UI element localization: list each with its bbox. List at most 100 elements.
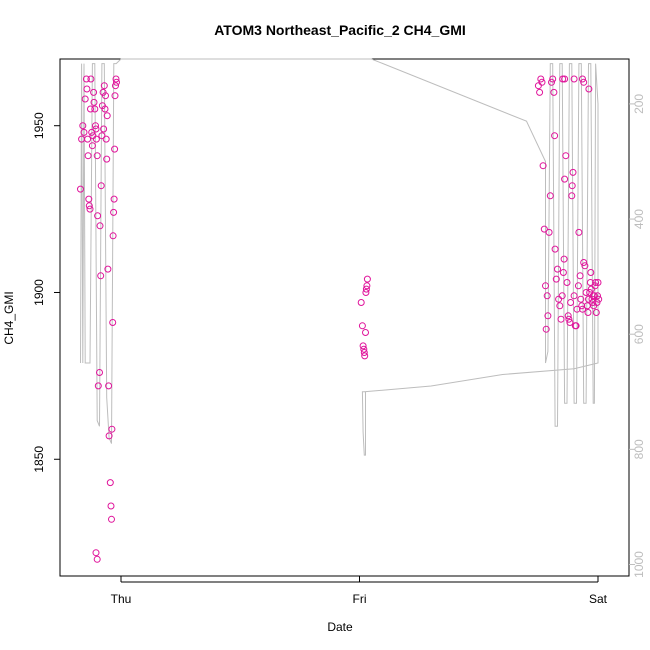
data-point xyxy=(576,272,584,280)
data-point xyxy=(112,75,120,83)
data-point xyxy=(545,228,553,236)
data-point xyxy=(568,182,576,190)
data-point xyxy=(575,228,583,236)
data-point xyxy=(585,295,592,303)
data-point xyxy=(546,192,554,200)
data-point xyxy=(579,75,586,83)
data-point xyxy=(537,75,545,83)
data-point xyxy=(568,192,576,200)
data-point xyxy=(593,299,601,306)
data-point xyxy=(108,425,116,433)
data-point xyxy=(581,262,589,270)
data-point xyxy=(109,232,117,240)
right-tick-label-2: 600 xyxy=(632,324,646,344)
data-point xyxy=(87,105,94,113)
data-point xyxy=(549,75,557,83)
data-point xyxy=(91,105,99,113)
data-point xyxy=(592,279,600,286)
data-point xyxy=(570,75,578,83)
data-point xyxy=(101,105,109,113)
data-point xyxy=(360,345,368,353)
data-point xyxy=(534,82,542,90)
data-point xyxy=(96,222,104,230)
data-point xyxy=(540,225,548,233)
y-tick-label-0: 1850 xyxy=(32,446,46,473)
data-point xyxy=(96,369,103,376)
data-point xyxy=(574,282,582,290)
data-point xyxy=(92,122,99,130)
data-point xyxy=(579,305,586,313)
data-point xyxy=(105,382,113,390)
data-point xyxy=(358,322,366,330)
right-tick-label-3: 800 xyxy=(632,439,646,459)
data-point xyxy=(565,315,573,323)
data-point xyxy=(551,132,559,140)
data-point xyxy=(584,309,592,316)
data-point xyxy=(536,88,544,96)
data-point xyxy=(559,269,567,276)
data-point xyxy=(88,128,96,136)
data-point xyxy=(595,295,603,303)
data-point xyxy=(539,162,547,170)
data-point xyxy=(92,135,100,143)
y-tick-label-2: 1950 xyxy=(32,112,46,139)
data-point xyxy=(105,432,113,440)
data-point xyxy=(97,182,105,190)
data-point xyxy=(557,315,565,323)
data-point xyxy=(562,152,570,160)
data-point xyxy=(594,279,602,286)
data-point xyxy=(77,185,84,193)
y-tick-label-1: 1900 xyxy=(32,279,46,306)
series-line-layer xyxy=(80,58,599,456)
data-point xyxy=(90,88,98,96)
data-point xyxy=(559,75,567,83)
series-line xyxy=(80,58,599,456)
data-point xyxy=(582,289,590,296)
y-axis-label: CH4_GMI xyxy=(2,291,16,344)
data-point xyxy=(566,319,574,326)
data-point xyxy=(82,75,90,83)
right-tick-label-4: 1000 xyxy=(632,551,646,578)
plot-area-box xyxy=(59,58,630,577)
data-point xyxy=(102,92,109,100)
x-tick-label-1: Fri xyxy=(353,592,367,606)
data-point xyxy=(586,279,594,286)
data-point xyxy=(100,125,108,133)
data-point xyxy=(109,319,117,326)
data-point xyxy=(360,349,368,356)
x-axis-label: Date xyxy=(327,620,353,634)
data-point xyxy=(83,85,91,93)
data-point xyxy=(363,282,371,290)
data-point xyxy=(103,155,111,163)
data-point xyxy=(592,309,600,316)
data-point xyxy=(111,92,119,100)
data-point xyxy=(93,555,101,563)
data-point xyxy=(542,325,550,333)
data-point xyxy=(112,82,119,90)
data-point xyxy=(359,342,367,350)
data-point xyxy=(362,289,370,296)
data-point xyxy=(97,272,105,280)
data-point xyxy=(561,175,569,183)
data-point xyxy=(79,122,87,130)
x-axis: Thu Fri Sat xyxy=(111,576,608,606)
data-point xyxy=(88,142,96,150)
data-point xyxy=(92,125,100,133)
data-point xyxy=(561,75,569,83)
right-tick-label-1: 400 xyxy=(632,209,646,229)
points-layer xyxy=(77,75,603,563)
data-point xyxy=(361,352,369,360)
data-point xyxy=(589,299,597,306)
data-point xyxy=(110,208,118,216)
chart-title: ATOM3 Northeast_Pacific_2 CH4_GMI xyxy=(214,22,466,38)
data-point xyxy=(106,479,114,487)
data-point xyxy=(84,135,92,143)
data-point xyxy=(580,78,588,86)
data-point xyxy=(554,265,561,273)
data-point xyxy=(84,152,92,160)
data-point xyxy=(577,295,585,303)
y-axis: 1850 1900 1950 xyxy=(32,112,60,473)
data-point xyxy=(94,382,102,390)
data-point xyxy=(590,292,598,300)
